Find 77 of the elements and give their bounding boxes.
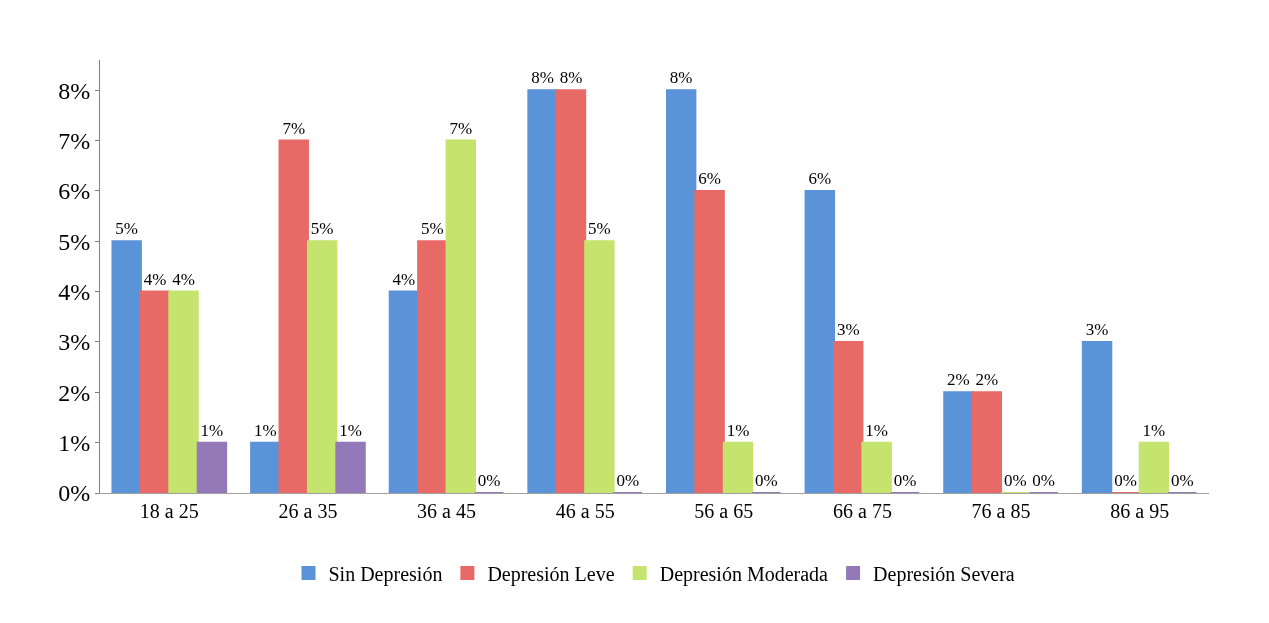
data-label: 4% bbox=[172, 269, 195, 289]
x-tick-label: 26 a 35 bbox=[278, 500, 338, 522]
data-label: 1% bbox=[253, 420, 277, 440]
data-label: 0% bbox=[477, 471, 501, 490]
data-label: 6% bbox=[808, 168, 832, 188]
bar bbox=[196, 441, 228, 493]
data-label: 5% bbox=[115, 219, 139, 239]
bar bbox=[861, 441, 892, 493]
y-tick-label: 1% bbox=[58, 430, 91, 457]
x-tick-label: 56 a 65 bbox=[694, 500, 754, 522]
y-tick-label: 7% bbox=[58, 127, 91, 154]
bar bbox=[335, 441, 366, 493]
y-tick-label: 6% bbox=[58, 178, 91, 205]
data-label: 4% bbox=[143, 269, 167, 289]
bar bbox=[804, 189, 836, 493]
bar bbox=[584, 240, 615, 493]
x-tick-label: 46 a 55 bbox=[555, 500, 615, 522]
x-tick-label: 36 a 45 bbox=[417, 500, 477, 522]
data-label: 0% bbox=[1114, 471, 1137, 490]
bar bbox=[278, 139, 309, 493]
data-label: 5% bbox=[310, 219, 334, 239]
data-label: 0% bbox=[755, 471, 778, 490]
data-label: 8% bbox=[669, 68, 693, 88]
bar bbox=[694, 189, 725, 493]
y-tick-label: 3% bbox=[58, 329, 91, 356]
data-label: 1% bbox=[1142, 420, 1166, 440]
data-label: 3% bbox=[1085, 319, 1109, 339]
data-label: 0% bbox=[616, 471, 640, 490]
bar bbox=[1081, 340, 1113, 493]
x-tick-label: 18 a 25 bbox=[139, 500, 199, 522]
data-label: 0% bbox=[893, 471, 917, 490]
data-label: 6% bbox=[698, 168, 721, 188]
bar bbox=[833, 340, 864, 493]
data-label: 1% bbox=[726, 420, 750, 440]
data-label: 1% bbox=[339, 420, 362, 440]
legend-label: Depresión Severa bbox=[873, 562, 1015, 586]
bar bbox=[527, 89, 558, 493]
data-label: 0% bbox=[1032, 471, 1056, 490]
data-label: 2% bbox=[947, 370, 970, 390]
legend-label: Depresión Moderada bbox=[659, 562, 829, 586]
bar bbox=[943, 391, 974, 493]
data-label: 1% bbox=[865, 420, 888, 440]
data-label: 7% bbox=[449, 118, 473, 138]
data-label: 5% bbox=[421, 219, 444, 239]
bar bbox=[722, 441, 754, 493]
x-tick-label: 76 a 85 bbox=[971, 500, 1031, 522]
legend-label: Sin Depresión bbox=[328, 562, 443, 586]
bar bbox=[306, 240, 338, 493]
y-tick-label: 4% bbox=[58, 279, 91, 305]
bar bbox=[971, 391, 1003, 493]
data-label: 0% bbox=[1170, 471, 1194, 490]
bar bbox=[417, 240, 448, 493]
bar bbox=[445, 139, 476, 493]
x-tick-label: 86 a 95 bbox=[1110, 500, 1170, 522]
bar bbox=[111, 240, 142, 493]
legend-label: Depresión Leve bbox=[487, 562, 615, 586]
y-tick-label: 5% bbox=[58, 228, 91, 255]
bar bbox=[555, 89, 587, 493]
data-label: 0% bbox=[1003, 471, 1027, 490]
data-label: 5% bbox=[588, 219, 611, 239]
data-label: 4% bbox=[392, 269, 416, 289]
bar bbox=[250, 441, 281, 493]
data-label: 2% bbox=[975, 370, 999, 390]
bar bbox=[388, 290, 420, 493]
y-tick-label: 8% bbox=[58, 77, 91, 104]
bar bbox=[168, 290, 199, 493]
data-label: 1% bbox=[200, 420, 224, 440]
data-label: 3% bbox=[836, 319, 860, 339]
y-tick-label: 2% bbox=[58, 379, 91, 406]
x-tick-label: 66 a 75 bbox=[832, 500, 892, 522]
y-tick-label: 0% bbox=[58, 480, 91, 507]
data-label: 8% bbox=[559, 68, 583, 88]
bar bbox=[139, 290, 171, 493]
bar bbox=[665, 89, 697, 493]
data-label: 7% bbox=[282, 118, 306, 138]
data-label: 8% bbox=[531, 68, 554, 88]
bar bbox=[1138, 441, 1170, 493]
